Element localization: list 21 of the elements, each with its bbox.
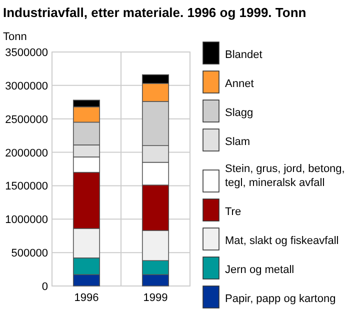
x-tick-label: 1999 [143,292,168,304]
legend-label: Tre [225,206,242,218]
y-tick-label: 1500000 [5,180,48,193]
y-tick-label: 2000000 [5,147,48,160]
legend-label: Papir, papp og kartong [225,293,336,305]
legend-label: Slam [225,136,250,148]
x-tick-label: 1996 [74,292,99,304]
y-tick-label: 3000000 [5,80,48,92]
y-axis-title: Tonn [3,31,27,43]
legend-label: Annet [225,78,254,90]
y-tick-label: 3500000 [5,47,48,59]
legend-label: Blandet [225,49,262,61]
text: Stein, grus, jord, betong, tegl, mineralsk avfall [225,163,345,189]
text: Mat, slakt og fiskeavfall [225,235,339,247]
y-tick-label: 2500000 [5,114,48,126]
y-tick-label: 1000000 [5,214,48,226]
y-tick-label: 0 [42,281,48,293]
chart-title: Industriavfall, etter materiale. 1996 og 1999. Tonn [3,5,306,20]
legend-label: Slagg [225,107,254,119]
legend-label: Jern og metall [225,264,294,276]
y-tick-label: 500000 [11,248,48,260]
